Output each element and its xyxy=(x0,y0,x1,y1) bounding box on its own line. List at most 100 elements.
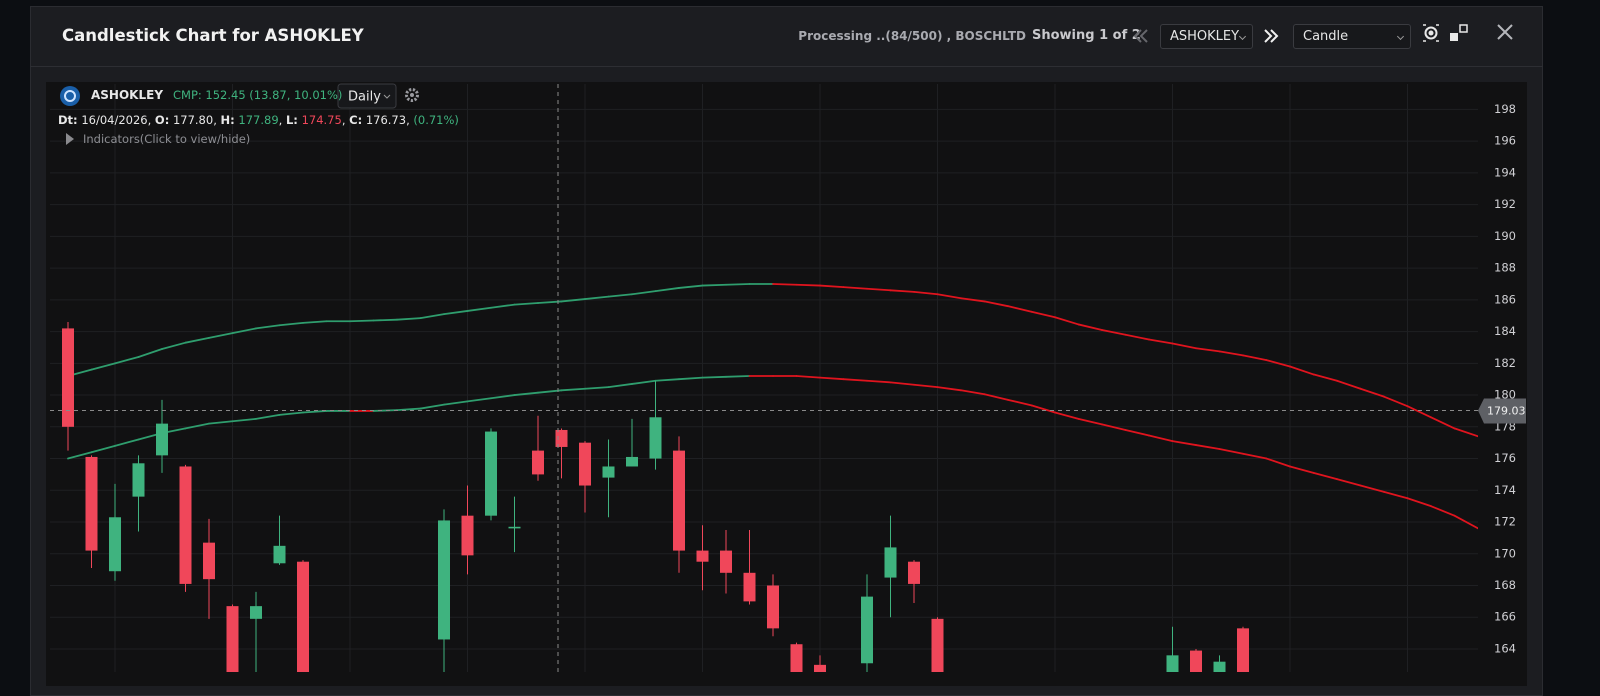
candle-body xyxy=(649,417,662,459)
moving-average-segment xyxy=(90,444,116,454)
moving-average-segment xyxy=(1171,440,1197,446)
legend-cmp: CMP: 152.45 (13.87, 10.01%) xyxy=(173,88,343,102)
indicators-toggle[interactable]: Indicators(Click to view/hide) xyxy=(83,132,251,146)
moving-average-segment xyxy=(466,397,492,403)
moving-average-segment xyxy=(1054,411,1080,420)
open-value: 177.80 xyxy=(172,113,214,127)
low-value: 174.75 xyxy=(301,113,342,127)
moving-average-segment xyxy=(137,348,163,358)
candle-body xyxy=(1237,628,1249,672)
moving-average-segment xyxy=(725,375,751,378)
moving-average-segment xyxy=(1359,387,1385,398)
moving-average-segment xyxy=(913,291,939,296)
candle-body xyxy=(461,515,474,556)
moving-average-segment xyxy=(1218,448,1244,455)
candle-body xyxy=(532,450,544,475)
y-tick-label: 190 xyxy=(1494,229,1516,243)
moving-average-segment xyxy=(161,341,187,350)
change-value: (0.71%) xyxy=(413,113,459,127)
candle-body xyxy=(931,618,944,672)
price-axis: 1641661681701721741761781801821841861881… xyxy=(50,102,1526,655)
moving-average-segment xyxy=(466,306,492,312)
y-tick-label: 172 xyxy=(1494,515,1516,529)
moving-average-segment xyxy=(114,356,140,365)
close-button[interactable] xyxy=(1495,22,1515,42)
chart-type-select[interactable]: Candle xyxy=(1293,24,1411,49)
candle-body xyxy=(203,542,215,580)
moving-average-segment xyxy=(1453,514,1478,530)
indicators-toggle-icon[interactable] xyxy=(66,133,74,145)
next-button[interactable] xyxy=(1262,28,1280,44)
candle-body xyxy=(485,431,497,516)
y-tick-label: 164 xyxy=(1494,641,1516,655)
candle-body xyxy=(673,450,685,551)
crosshair-label-box xyxy=(1478,398,1526,424)
moving-average-segment xyxy=(654,378,680,382)
moving-average-segment xyxy=(419,403,445,410)
moving-average-segment xyxy=(1148,338,1174,345)
moving-average-segment xyxy=(842,378,868,382)
close-value: 176.73 xyxy=(365,113,407,127)
status-text: Processing ..(84/500) , BOSCHLTD xyxy=(798,29,1026,43)
moving-average-segment xyxy=(513,391,539,396)
y-tick-label: 170 xyxy=(1494,546,1516,560)
symbol-select[interactable]: ASHOKLEY xyxy=(1160,24,1253,49)
moving-average-segment xyxy=(490,303,516,309)
close-label: C: xyxy=(349,113,363,127)
moving-average-segment xyxy=(560,298,586,303)
screenshot-icon[interactable] xyxy=(1421,23,1441,43)
moving-average-segment xyxy=(678,284,704,289)
moving-average-segment xyxy=(231,327,257,335)
moving-average-segment xyxy=(1030,310,1056,319)
moving-average-segment xyxy=(1007,305,1033,313)
moving-average-segment xyxy=(255,324,281,330)
candle-body xyxy=(85,456,98,551)
y-tick-label: 188 xyxy=(1494,261,1516,275)
expand-icon[interactable] xyxy=(1448,22,1470,44)
candle-body xyxy=(579,442,591,486)
prev-button[interactable] xyxy=(1132,28,1150,44)
moving-average-segment xyxy=(1336,478,1362,487)
candle-body xyxy=(790,644,803,672)
moving-average-segment xyxy=(607,383,633,389)
moving-average-segment xyxy=(302,410,328,414)
moving-average-segment xyxy=(1242,452,1268,460)
moving-average-segment xyxy=(631,379,657,385)
moving-average-segment xyxy=(184,337,210,344)
interval-select[interactable]: Daily xyxy=(348,90,381,105)
y-tick-label: 196 xyxy=(1494,134,1516,148)
settings-icon[interactable] xyxy=(405,88,419,102)
moving-average-segment xyxy=(1101,423,1127,431)
candles xyxy=(62,322,1249,672)
y-tick-label: 180 xyxy=(1494,388,1516,402)
moving-average-segment xyxy=(866,379,892,384)
y-tick-label: 168 xyxy=(1494,578,1516,592)
moving-average-segment xyxy=(1289,365,1315,376)
moving-average-segment xyxy=(1077,417,1103,426)
candle-body xyxy=(626,456,638,467)
moving-average-segment xyxy=(490,394,516,400)
moving-average-segment xyxy=(1218,350,1244,357)
candle-body xyxy=(62,328,74,427)
moving-average-segment xyxy=(936,386,962,392)
open-label: O: xyxy=(154,113,170,127)
moving-average-segment xyxy=(1312,471,1338,481)
moving-average-segment xyxy=(1312,373,1338,382)
moving-average-segment xyxy=(372,409,398,412)
moving-average-segment xyxy=(701,283,727,287)
interval-caret xyxy=(383,94,391,99)
moving-average-segment xyxy=(1124,429,1150,437)
overlay-lines xyxy=(67,283,1478,530)
moving-average-segment xyxy=(1406,405,1432,419)
y-tick-label: 192 xyxy=(1494,197,1516,211)
candle-body xyxy=(132,463,145,497)
candle-body xyxy=(1213,661,1226,672)
moving-average-segment xyxy=(372,318,398,322)
interval-select-box[interactable] xyxy=(337,83,397,109)
moving-average-segment xyxy=(936,293,962,300)
moving-average-segment xyxy=(795,283,821,287)
candle-body xyxy=(602,466,615,478)
candle-body xyxy=(438,520,450,640)
y-tick-label: 194 xyxy=(1494,165,1516,179)
